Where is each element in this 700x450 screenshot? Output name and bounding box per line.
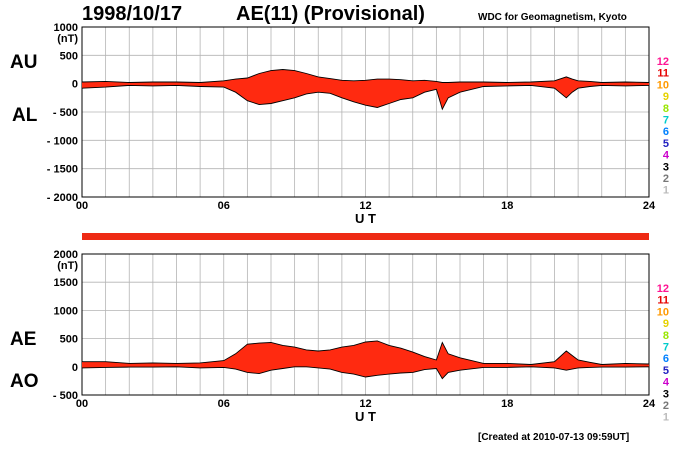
legend-number: 10 bbox=[657, 79, 669, 91]
y-tick-label: - 1500 bbox=[47, 164, 78, 176]
x-tick-label: 24 bbox=[643, 398, 656, 410]
legend-number: 9 bbox=[663, 91, 669, 103]
legend-number: 5 bbox=[663, 138, 669, 150]
legend-number: 8 bbox=[663, 103, 669, 115]
legend-number: 9 bbox=[663, 318, 669, 330]
x-tick-label: 06 bbox=[218, 398, 230, 410]
legend-number: 1 bbox=[663, 185, 669, 197]
legend-number: 4 bbox=[663, 377, 670, 389]
y-tick-label: 1500 bbox=[54, 277, 78, 289]
y-tick-label: 1000 bbox=[54, 305, 78, 317]
x-tick-label: 12 bbox=[359, 200, 371, 212]
legend-number: 12 bbox=[657, 283, 669, 295]
legend-number: 2 bbox=[663, 173, 669, 185]
legend-number: 2 bbox=[663, 400, 669, 412]
legend-number: 7 bbox=[663, 342, 669, 354]
y-tick-label: - 500 bbox=[53, 390, 78, 402]
legend-number: 10 bbox=[657, 306, 669, 318]
series-line-au bbox=[81, 69, 650, 83]
y-tick-label: 0 bbox=[72, 362, 78, 374]
panel-top: 1000 500 0 - 500 - 1000 - 1500 - 2000 (nT) 00 06 1… bbox=[47, 22, 670, 226]
x-tick-label: 18 bbox=[501, 398, 513, 410]
created-note: [Created at 2010-07-13 09:59UT] bbox=[478, 432, 630, 443]
series-line-ao bbox=[81, 366, 650, 380]
legend-number: 11 bbox=[657, 68, 669, 80]
x-tick-label: 12 bbox=[359, 398, 371, 410]
source-label: WDC for Geomagnetism, Kyoto bbox=[478, 12, 627, 23]
au-label: AU bbox=[10, 52, 38, 73]
y-unit-label: (nT) bbox=[57, 33, 78, 45]
plot-frame bbox=[81, 253, 650, 396]
legend-number: 6 bbox=[663, 353, 669, 365]
ae-label: AE bbox=[10, 329, 37, 350]
legend-number: 11 bbox=[657, 295, 669, 307]
data-coverage-bar bbox=[82, 233, 649, 240]
ao-label: AO bbox=[10, 371, 39, 392]
y-tick-label: - 1000 bbox=[47, 135, 78, 147]
plot-frame bbox=[81, 26, 650, 198]
y-tick-label: - 500 bbox=[53, 107, 78, 119]
x-axis-label: U T bbox=[355, 211, 376, 226]
y-tick-label: 0 bbox=[72, 79, 78, 91]
legend-number: 3 bbox=[663, 161, 669, 173]
y-tick-label: 500 bbox=[60, 334, 78, 346]
band-area-ae-ao bbox=[82, 340, 649, 379]
x-tick-label: 18 bbox=[501, 200, 513, 212]
series-line-al bbox=[81, 84, 650, 111]
x-tick-label: 00 bbox=[76, 200, 88, 212]
y-tick-label: 1000 bbox=[54, 22, 78, 34]
al-label: AL bbox=[12, 105, 38, 126]
y-tick-label: 2000 bbox=[54, 249, 78, 261]
y-unit-label: (nT) bbox=[57, 260, 78, 272]
x-tick-label: 00 bbox=[76, 398, 88, 410]
legend-number: 8 bbox=[663, 330, 669, 342]
date-title: 1998/10/17 bbox=[82, 3, 183, 25]
x-axis-label: U T bbox=[355, 409, 376, 424]
legend-number: 12 bbox=[657, 56, 669, 68]
legend-number: 1 bbox=[663, 412, 669, 424]
legend-number: 5 bbox=[663, 365, 669, 377]
series-line-ae bbox=[82, 340, 650, 365]
chart-title: AE(11) (Provisional) bbox=[236, 3, 425, 25]
y-tick-label: 500 bbox=[60, 50, 78, 62]
x-tick-label: 06 bbox=[218, 200, 230, 212]
band-area-au-al bbox=[82, 69, 649, 110]
legend-number: 7 bbox=[663, 115, 669, 127]
y-tick-label: - 2000 bbox=[47, 192, 78, 204]
legend-number: 6 bbox=[663, 126, 669, 138]
legend-number: 4 bbox=[663, 150, 670, 162]
x-tick-label: 24 bbox=[643, 200, 656, 212]
legend-number: 3 bbox=[663, 388, 669, 400]
